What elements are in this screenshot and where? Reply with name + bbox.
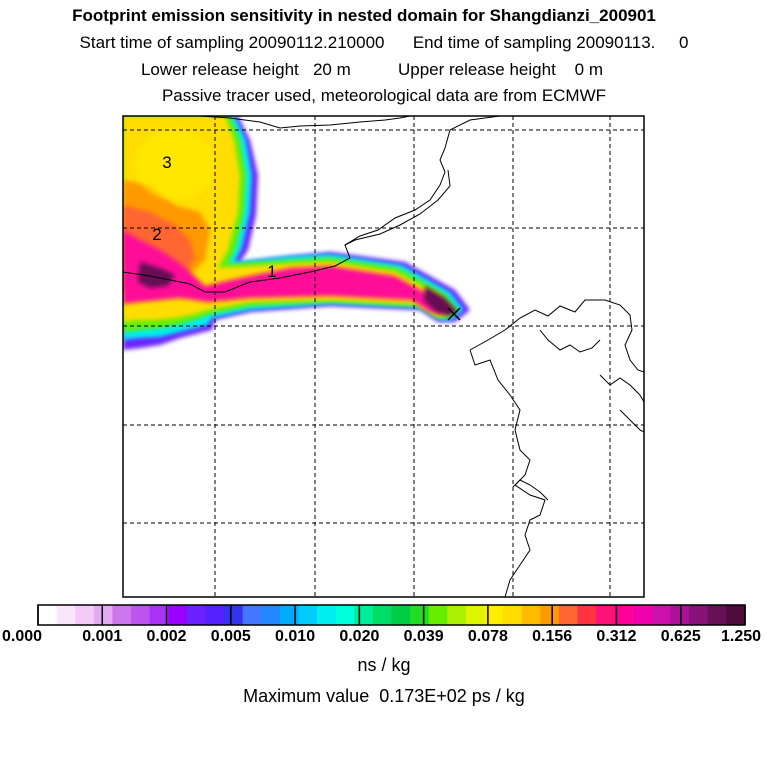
colorbar-tick-label: 0.312	[596, 628, 637, 645]
colorbar-tick-label: 0.156	[532, 628, 573, 645]
colorbar-swatch	[317, 605, 337, 625]
colorbar-swatch	[298, 605, 318, 625]
release-height-line: Lower release height 20 m Upper release …	[140, 60, 604, 79]
colorbar-swatch	[372, 605, 392, 625]
colorbar-swatch	[391, 605, 411, 625]
colorbar-swatch	[410, 605, 430, 625]
colorbar-tick-label: 0.001	[82, 628, 123, 645]
colorbar-swatch	[149, 605, 169, 625]
colorbar-swatch	[186, 605, 206, 625]
plume-core-west	[138, 262, 175, 288]
map-title: Footprint emission sensitivity in nested…	[72, 6, 656, 25]
colorbar-swatch	[354, 605, 374, 625]
colorbar-swatch	[503, 605, 523, 625]
colorbar	[37, 604, 746, 626]
colorbar-swatch	[596, 605, 616, 625]
colorbar-swatch	[484, 605, 504, 625]
plume-field	[123, 116, 470, 350]
colorbar-swatch	[726, 605, 746, 625]
map-frame	[122, 115, 645, 598]
sampling-time-line: Start time of sampling 20090112.210000 E…	[79, 33, 689, 52]
colorbar-tick-label: 0.000	[1, 628, 43, 645]
contour-label-3: 3	[162, 153, 171, 172]
colorbar-swatch	[335, 605, 355, 625]
colorbar-swatch	[428, 605, 448, 625]
colorbar-swatch	[577, 605, 597, 625]
contour-label-2: 2	[152, 225, 161, 244]
units-label: ns / kg	[357, 655, 411, 675]
colorbar-swatch	[56, 605, 76, 625]
colorbar-tick-label: 0.002	[146, 628, 187, 645]
colorbar-swatch	[465, 605, 486, 625]
colorbar-swatch	[540, 605, 560, 625]
colorbar-tick-label: 0.078	[467, 628, 508, 645]
colorbar-swatch	[38, 605, 58, 625]
colorbar-swatch	[447, 605, 467, 625]
colorbar-swatch	[558, 605, 579, 625]
plume-magenta	[123, 230, 450, 314]
colorbar-swatch	[168, 605, 188, 625]
colorbar-tick-label: 0.010	[275, 628, 316, 645]
colorbar-swatch	[75, 605, 95, 625]
colorbar-swatch	[707, 605, 727, 625]
grid-lines	[123, 116, 644, 597]
colorbar-swatch	[521, 605, 541, 625]
colorbar-tick-label: 0.005	[210, 628, 251, 645]
colorbar-swatch	[242, 605, 262, 625]
colorbar-tick-label: 1.250	[720, 628, 762, 645]
contour-label-1: 1	[267, 262, 276, 281]
colorbar-swatch	[689, 605, 709, 625]
station-marker	[447, 307, 461, 321]
colorbar-swatch	[131, 605, 151, 625]
colorbar-swatch	[614, 605, 634, 625]
colorbar-swatch	[633, 605, 653, 625]
colorbar-swatch	[261, 605, 281, 625]
colorbar-swatch	[224, 605, 244, 625]
colorbar-swatch	[279, 605, 299, 625]
tracer-info-line: Passive tracer used, meteorological data…	[161, 86, 607, 105]
colorbar-tick-label: 0.020	[339, 628, 380, 645]
colorbar-swatch	[93, 605, 113, 625]
colorbar-tick-label: 0.039	[403, 628, 444, 645]
colorbar-swatch	[112, 605, 132, 625]
colorbar-swatch	[651, 605, 672, 625]
colorbar-swatch	[205, 605, 225, 625]
colorbar-tick-label: 0.625	[660, 628, 701, 645]
maximum-value-label: Maximum value 0.173E+02 ps / kg	[243, 686, 525, 706]
